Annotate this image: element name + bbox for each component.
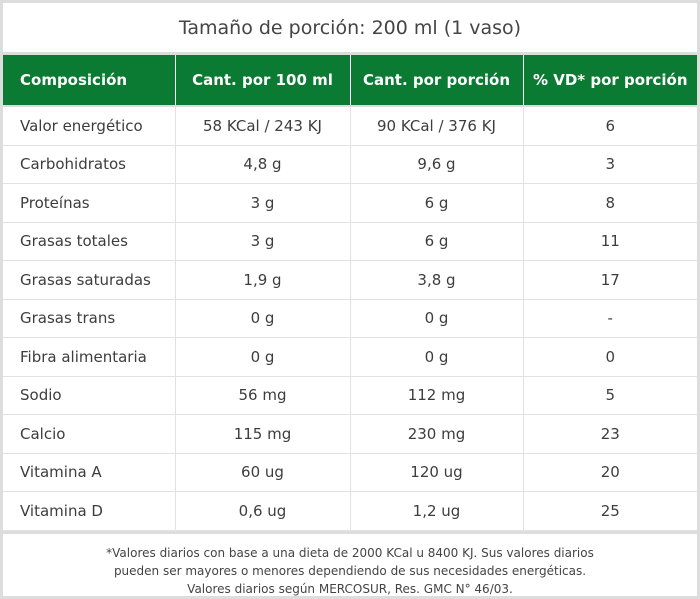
amount-per-100ml: 3 g bbox=[175, 222, 351, 261]
amount-per-serving: 120 ug bbox=[350, 453, 524, 492]
amount-per-100ml: 0 g bbox=[175, 337, 351, 377]
daily-value-percent: 6 bbox=[523, 106, 697, 146]
table-row: Grasas totales 3 g 6 g 11 bbox=[3, 222, 697, 261]
amount-per-serving: 9,6 g bbox=[350, 145, 524, 184]
amount-per-serving: 90 KCal / 376 KJ bbox=[350, 106, 524, 146]
daily-value-percent: 5 bbox=[523, 376, 697, 415]
daily-value-percent: 3 bbox=[523, 145, 697, 184]
amount-per-serving: 112 mg bbox=[350, 376, 524, 415]
table-row: Sodio 56 mg 112 mg 5 bbox=[3, 376, 697, 415]
table-row: Grasas trans 0 g 0 g - bbox=[3, 299, 697, 338]
nutrient-name: Fibra alimentaria bbox=[3, 337, 176, 377]
nutrient-name: Vitamina A bbox=[3, 453, 176, 492]
nutrient-name: Grasas totales bbox=[3, 222, 176, 261]
amount-per-100ml: 115 mg bbox=[175, 414, 351, 454]
table-row: Proteínas 3 g 6 g 8 bbox=[3, 183, 697, 223]
amount-per-serving: 1,2 ug bbox=[350, 491, 524, 531]
nutrient-name: Valor energético bbox=[3, 106, 176, 146]
footnote-line: pueden ser mayores o menores dependiendo… bbox=[113, 563, 587, 578]
daily-value-percent: 11 bbox=[523, 222, 697, 261]
amount-per-100ml: 56 mg bbox=[175, 376, 351, 415]
amount-per-100ml: 1,9 g bbox=[175, 260, 351, 300]
table-row: Valor energético 58 KCal / 243 KJ 90 KCa… bbox=[3, 106, 697, 146]
amount-per-serving: 0 g bbox=[350, 299, 524, 338]
table-row: Calcio 115 mg 230 mg 23 bbox=[3, 414, 697, 454]
header-daily-value: % VD* por porción bbox=[523, 55, 697, 107]
nutrient-name: Carbohidratos bbox=[3, 145, 176, 184]
daily-value-percent: 25 bbox=[523, 491, 697, 531]
nutrient-name: Grasas trans bbox=[3, 299, 176, 338]
footnote-line: Valores diarios según MERCOSUR, Res. GMC… bbox=[187, 581, 513, 596]
header-per-serving: Cant. por porción bbox=[350, 55, 524, 107]
table-row: Fibra alimentaria 0 g 0 g 0 bbox=[3, 337, 697, 377]
amount-per-serving: 6 g bbox=[350, 183, 524, 223]
nutrient-name: Grasas saturadas bbox=[3, 260, 176, 300]
header-per-100ml: Cant. por 100 ml bbox=[175, 55, 351, 107]
amount-per-serving: 3,8 g bbox=[350, 260, 524, 300]
nutrient-name: Proteínas bbox=[3, 183, 176, 223]
amount-per-100ml: 0 g bbox=[175, 299, 351, 338]
amount-per-serving: 6 g bbox=[350, 222, 524, 261]
amount-per-100ml: 58 KCal / 243 KJ bbox=[175, 106, 351, 146]
amount-per-100ml: 0,6 ug bbox=[175, 491, 351, 531]
daily-value-percent: 23 bbox=[523, 414, 697, 454]
nutrition-table: Composición Cant. por 100 ml Cant. por p… bbox=[3, 55, 697, 531]
amount-per-100ml: 4,8 g bbox=[175, 145, 351, 184]
daily-value-percent: 20 bbox=[523, 453, 697, 492]
daily-value-percent: - bbox=[523, 299, 697, 338]
table-row: Vitamina D 0,6 ug 1,2 ug 25 bbox=[3, 491, 697, 531]
serving-size-title: Tamaño de porción: 200 ml (1 vaso) bbox=[3, 3, 697, 55]
table-row: Grasas saturadas 1,9 g 3,8 g 17 bbox=[3, 260, 697, 300]
table-row: Carbohidratos 4,8 g 9,6 g 3 bbox=[3, 145, 697, 184]
footnote: *Valores diarios con base a una dieta de… bbox=[3, 530, 697, 598]
nutrient-name: Calcio bbox=[3, 414, 176, 454]
nutrient-name: Vitamina D bbox=[3, 491, 176, 531]
daily-value-percent: 17 bbox=[523, 260, 697, 300]
table-row: Vitamina A 60 ug 120 ug 20 bbox=[3, 453, 697, 492]
amount-per-serving: 230 mg bbox=[350, 414, 524, 454]
amount-per-serving: 0 g bbox=[350, 337, 524, 377]
header-composition: Composición bbox=[3, 55, 176, 107]
daily-value-percent: 8 bbox=[523, 183, 697, 223]
daily-value-percent: 0 bbox=[523, 337, 697, 377]
table-header-row: Composición Cant. por 100 ml Cant. por p… bbox=[3, 55, 697, 107]
nutrient-name: Sodio bbox=[3, 376, 176, 415]
amount-per-100ml: 60 ug bbox=[175, 453, 351, 492]
amount-per-100ml: 3 g bbox=[175, 183, 351, 223]
footnote-line: *Valores diarios con base a una dieta de… bbox=[106, 545, 594, 560]
